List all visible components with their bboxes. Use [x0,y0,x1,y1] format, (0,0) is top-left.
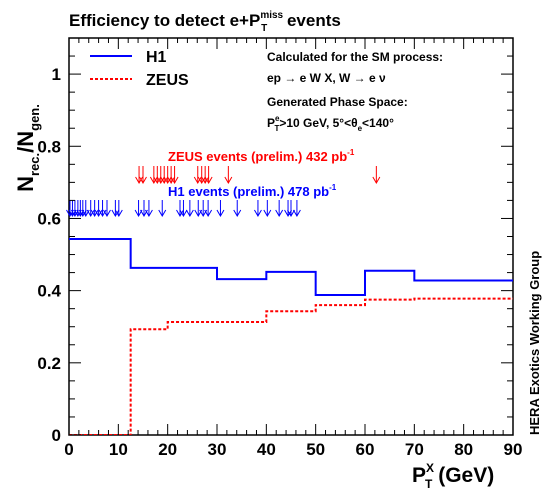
note-generated: Generated Phase Space: [267,95,408,109]
h1-event-arrow [103,200,111,217]
y-tick-label: 0.6 [37,209,61,228]
y-tick-label: 1 [52,65,61,84]
h1-event-arrow [287,200,295,217]
x-tick-label: 30 [208,440,227,459]
zeus-event-arrow [170,166,179,184]
zeus-event-arrow [224,166,233,184]
h1-event-arrow [114,200,123,217]
legend-h1-label: H1 [146,49,167,66]
zeus-event-markers [135,166,381,184]
h1-event-arrow [86,200,95,217]
h1-event-markers [66,200,301,217]
side-label: HERA Exotics Working Group [527,251,542,435]
h1-event-arrow [263,200,272,217]
h1-event-arrow [144,200,153,217]
h1-event-arrow [70,200,79,217]
zeus-event-arrow [204,166,213,184]
h1-event-arrow [254,200,262,217]
zeus-event-arrow [197,166,206,184]
x-tick-label: 50 [306,440,325,459]
h1-events-label: H1 events (prelim.) 478 pb-1 [168,183,337,199]
zeus-event-arrow [135,166,143,184]
h1-event-arrow [81,200,90,217]
h1-event-arrow [194,200,203,217]
note-cuts: Pe T>10 GeV, 5°<θe<140° [267,114,394,133]
zeus-event-arrow [193,166,202,184]
zeus-event-arrow [163,166,172,184]
y-axis-label: Nrec./Ngen. [13,104,42,192]
zeus-event-arrow [149,166,158,184]
note-calculated: Calculated for the SM process: [267,50,443,64]
x-tick-label: 40 [257,440,276,459]
y-tick-label: 0 [52,426,61,445]
x-tick-label: 80 [454,440,473,459]
y-tick-label: 0.8 [37,137,61,156]
h1-event-arrow [90,200,99,217]
h1-event-arrow [233,200,242,217]
h1-event-arrow [176,200,184,217]
x-axis: 0 10 20 30 40 50 60 70 80 90 [64,38,522,459]
zeus-event-arrow [160,166,169,184]
h1-event-arrow [111,200,120,217]
x-tick-label: 90 [504,440,523,459]
h1-event-arrow [292,200,301,217]
h1-event-arrow [185,200,194,217]
zeus-event-arrow [372,166,381,184]
zeus-events-label: ZEUS events (prelim.) 432 pb-1 [168,148,355,164]
h1-event-arrow [275,200,284,217]
h1-event-arrow [284,200,292,217]
legend-zeus-label: ZEUS [146,72,189,89]
zeus-efficiency-line [69,297,513,435]
y-tick-label: 0.4 [37,282,61,301]
x-tick-label: 0 [64,440,73,459]
zeus-event-arrow [139,166,147,184]
zeus-event-arrow [201,166,210,184]
x-tick-label: 20 [158,440,177,459]
h1-event-arrow [179,200,188,217]
zeus-event-arrow [156,166,165,184]
x-tick-label: 60 [356,440,375,459]
x-axis-label: PX T (GeV) [412,461,494,491]
x-tick-label: 10 [109,440,128,459]
h1-event-arrow [158,200,167,217]
zeus-event-arrow [153,166,162,184]
h1-event-arrow [78,200,87,217]
h1-event-arrow [94,200,103,217]
h1-event-arrow [134,200,143,217]
x-tick-label: 70 [405,440,424,459]
y-tick-label: 0.2 [37,354,61,373]
chart-title: Efficiency to detect e+Pmiss T events [69,10,341,34]
y-axis: 0 0.2 0.4 0.6 0.8 1 [37,37,513,445]
h1-event-arrow [199,200,208,217]
zeus-event-arrow [167,166,176,184]
h1-event-arrow [140,200,148,217]
h1-efficiency-line [69,238,513,296]
h1-event-arrow [216,200,225,217]
h1-event-arrow [204,200,213,217]
legend: H1 ZEUS [90,49,189,89]
note-process: ep → e W X, W → e ν [267,71,386,85]
